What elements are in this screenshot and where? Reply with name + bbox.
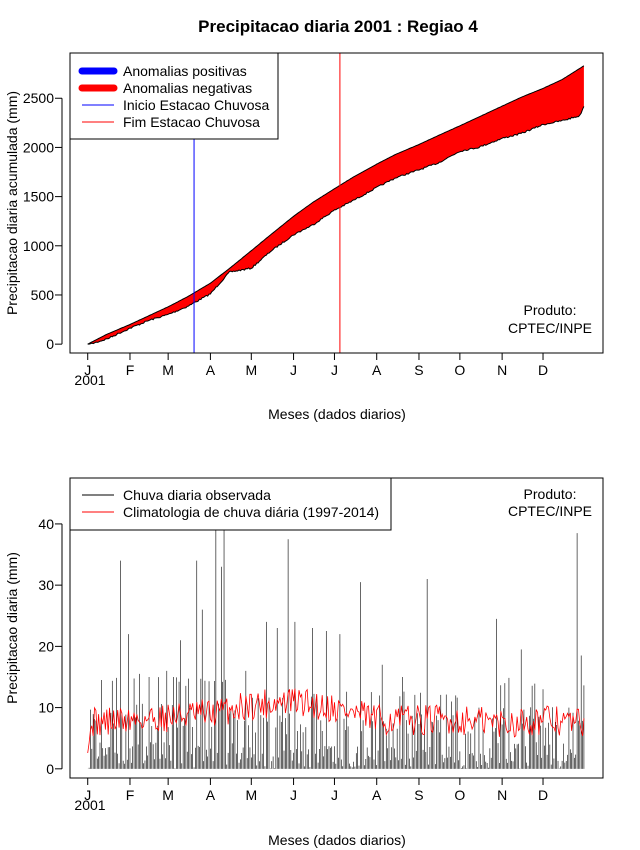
daily-observed-bars [87,526,585,769]
bottom-x-tick-label: A [206,787,216,803]
top-x-tick-label: M [162,362,174,378]
top-x-tick-label: J [290,362,297,378]
negative-anomaly-area [87,65,584,345]
top-y-tick-label: 2000 [23,139,54,155]
y-axis-label-top: Precipitacao diaria acumulada (mm) [4,91,20,315]
bottom-y-tick-label: 30 [38,577,54,593]
legend-label-end: Fim Estacao Chuvosa [123,114,260,130]
bottom-x-tick-label: J [331,787,338,803]
top-y-tick-label: 0 [46,336,54,352]
climatology-daily-line [87,688,585,754]
top-y-tick-label: 1500 [23,189,54,205]
plot-frame-top [69,52,604,354]
top-x-tick-label: A [372,362,382,378]
daily-precip-panel: J F M A M J J A S O N D 0 10 20 30 40 Chuva diaria obser… [4,477,604,848]
bottom-y-tick-label: 0 [46,761,54,777]
bottom-x-tick-label: M [162,787,174,803]
top-x-tick-label: J [84,362,91,378]
top-x-tick-label: M [245,362,257,378]
legend-label-negative-anomaly: Anomalias negativas [123,80,252,96]
product-note-line2-top: CPTEC/INPE [508,320,592,336]
y-axis-label-bottom: Precipitacao diaria (mm) [4,552,20,704]
year-label-top: 2001 [74,372,105,388]
product-note-line1-bottom: Produto: [524,486,577,502]
top-y-tick-label: 2500 [23,90,54,106]
bottom-x-tick-label: S [414,787,423,803]
year-label-bottom: 2001 [74,797,105,813]
top-y-tick-label: 500 [31,287,55,303]
top-x-tick-label: N [497,362,507,378]
legend-label-climatology: Climatologia de chuva diária (1997-2014) [123,504,379,520]
bottom-x-tick-label: J [84,787,91,803]
x-axis-label-top: Meses (dados diarios) [268,406,406,422]
top-y-tick-label: 1000 [23,238,54,254]
cumulative-precip-panel: J F M A M J J A S O N D 0 500 1000 1500 2000 2500 Anomali… [4,52,604,422]
legend-label-onset: Inicio Estacao Chuvosa [123,97,270,113]
bottom-x-tick-label: A [372,787,382,803]
legend-label-positive-anomaly: Anomalias positivas [123,63,247,79]
bottom-y-tick-label: 40 [38,516,54,532]
bottom-x-tick-label: M [245,787,257,803]
legend-top: Anomalias positivas Anomalias negativas … [69,52,279,140]
x-axis-label-bottom: Meses (dados diarios) [268,832,406,848]
legend-label-observed: Chuva diaria observada [123,487,271,503]
top-x-tick-label: D [538,362,548,378]
top-x-tick-label: A [206,362,216,378]
climatology-cumulative-line [87,65,585,345]
legend-bottom: Chuva diaria observada Climatologia de c… [69,477,392,531]
bottom-y-tick-label: 20 [38,638,54,654]
bottom-y-tick-label: 10 [38,700,54,716]
observed-cumulative-line [87,106,585,345]
bottom-x-tick-label: F [126,787,135,803]
top-x-tick-label: O [454,362,465,378]
bottom-x-tick-label: J [290,787,297,803]
top-x-tick-label: F [126,362,135,378]
product-note-line1-top: Produto: [524,302,577,318]
top-x-tick-label: J [331,362,338,378]
bottom-x-tick-label: N [497,787,507,803]
figure-title: Precipitacao diaria 2001 : Regiao 4 [198,17,478,36]
bottom-x-tick-label: D [538,787,548,803]
bottom-x-tick-label: O [454,787,465,803]
top-x-tick-label: S [414,362,423,378]
product-note-line2-bottom: CPTEC/INPE [508,503,592,519]
